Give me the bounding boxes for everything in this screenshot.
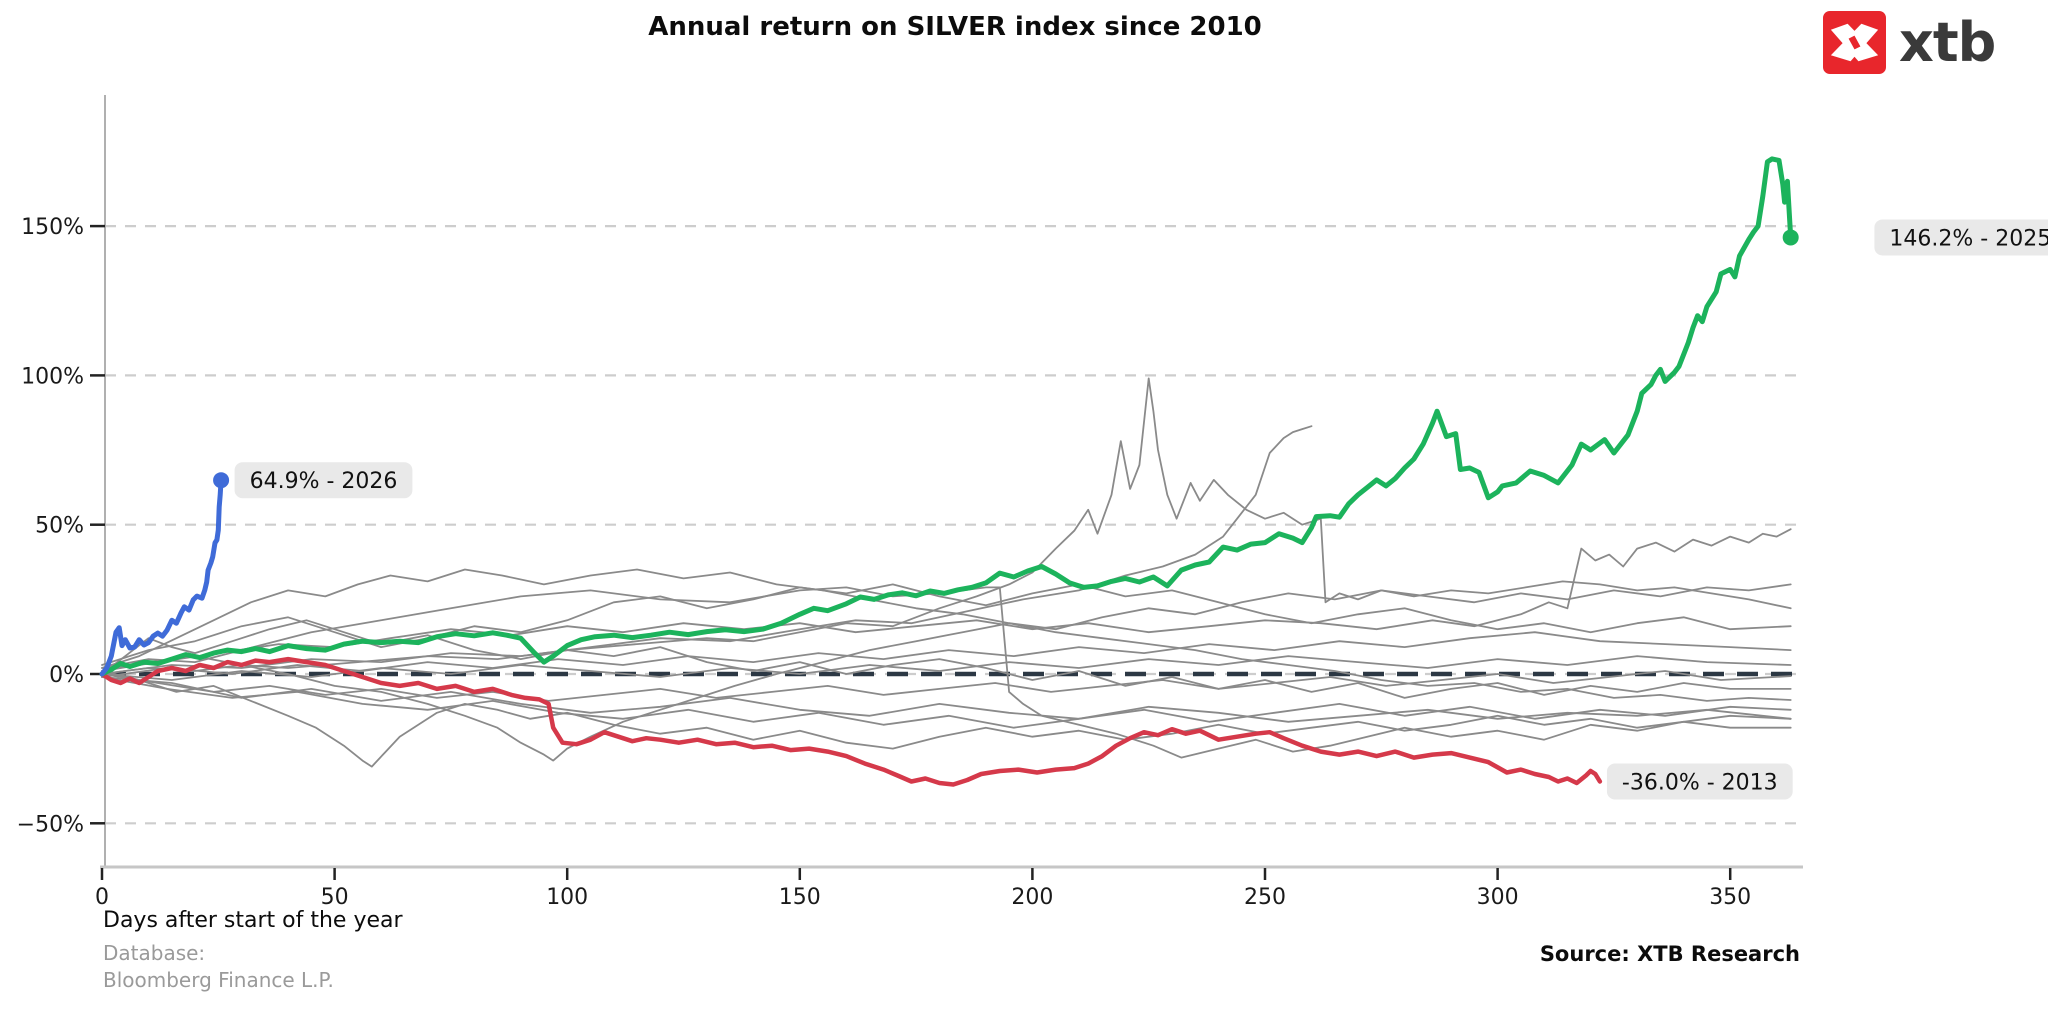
xtb-logo-text: xtb: [1899, 11, 1996, 74]
y-tick-label: −50%: [17, 812, 84, 837]
series-year-gray-6-line: [101, 655, 1792, 681]
series-year-gray-7-line: [101, 670, 1792, 702]
y-tick-label: 100%: [21, 364, 84, 389]
x-tick-label: 150: [779, 885, 821, 910]
x-tick-label: 300: [1477, 885, 1519, 910]
series-year-gray-14-line: [101, 619, 1792, 699]
annotation-text-2026: 64.9% - 2026: [250, 469, 398, 494]
series-year-gray-12-line: [101, 583, 1792, 666]
xtb-logo: xtb: [1823, 11, 1996, 74]
xtb-logo-icon: [1823, 11, 1886, 74]
database-label: Database:: [103, 941, 206, 965]
y-tick-label: 0%: [49, 663, 84, 688]
series-year-gray-13-line: [101, 676, 1792, 723]
source-note: Source: XTB Research: [1539, 942, 1800, 966]
x-tick-label: 50: [321, 885, 349, 910]
x-tick-label: 250: [1244, 885, 1286, 910]
y-tick-label: 50%: [35, 514, 84, 539]
series-2025-line: [99, 156, 1794, 677]
series-year-gray-8-line: [101, 676, 1792, 729]
database-note: Database: Bloomberg Finance L.P.: [103, 940, 334, 994]
chart-title: Annual return on SILVER index since 2010: [648, 12, 1262, 42]
series-2026-end-dot: [213, 472, 230, 489]
annotation-box-2026: [234, 462, 413, 499]
x-tick-label: 200: [1011, 885, 1053, 910]
annotation-text-2025: 146.2% - 2025: [1889, 226, 2048, 251]
series-year-gray-9-line: [101, 670, 1792, 768]
annotation-box-2013: [1606, 763, 1793, 800]
series-2025-end-dot: [1782, 229, 1799, 246]
x-axis-title: Days after start of the year: [103, 908, 403, 933]
series-2026-line: [99, 477, 224, 677]
series-year-gray-4-line: [101, 568, 1792, 702]
x-tick-label: 100: [546, 885, 588, 910]
series-year-gray-1-line: [101, 377, 1792, 675]
series-year-gray-10-line: [101, 586, 1792, 759]
series-2013-line: [99, 656, 1603, 787]
annotation-text-2013: -36.0% - 2013: [1622, 770, 1778, 795]
series-year-gray-11-line: [101, 583, 1792, 762]
series-year-gray-3-line: [101, 425, 1313, 675]
annotation-box-2025: [1874, 219, 2048, 256]
database-name: Bloomberg Finance L.P.: [103, 968, 334, 992]
x-tick-label: 350: [1709, 885, 1751, 910]
x-tick-label: 0: [95, 885, 109, 910]
y-tick-label: 150%: [21, 215, 84, 240]
